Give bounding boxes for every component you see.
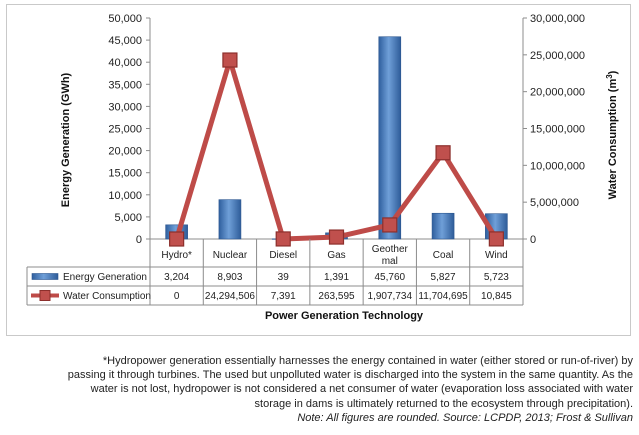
- water-value-cell: 11,704,695: [418, 291, 468, 302]
- x-axis-title: Power Generation Technology: [265, 310, 424, 322]
- water-marker: [275, 231, 291, 247]
- water-marker: [488, 231, 504, 247]
- category-label: Diesel: [269, 250, 297, 261]
- footnote-line: storage in dams is ultimately returned t…: [254, 397, 633, 410]
- energy-value-cell: 5,827: [431, 272, 456, 283]
- y-tick-label: 5,000: [114, 212, 142, 224]
- legend-label-water: Water Consumption: [63, 291, 151, 302]
- footnote-line: *Hydropower generation essentially harne…: [102, 355, 633, 367]
- water-marker: [169, 231, 185, 247]
- energy-value-cell: 5,723: [484, 272, 509, 283]
- y-axis-title: Energy Generation (GWh): [60, 72, 72, 207]
- category-label: Gas: [327, 250, 345, 261]
- footnote-line: water is not lost, hydropower is not con…: [90, 383, 633, 396]
- energy-value-cell: 8,903: [217, 272, 242, 283]
- y-tick-label: 15,000: [108, 168, 142, 180]
- energy-value-cell: 39: [278, 272, 290, 283]
- water-value-cell: 0: [174, 291, 180, 302]
- legend-key-water-marker: [39, 290, 51, 301]
- y-tick-label: 35,000: [108, 79, 142, 91]
- category-label: Coal: [433, 250, 454, 261]
- chart-frame: 0 5,000 10,000 15,000 20,000 25,000 30,000 35,0…: [6, 4, 631, 336]
- footnote-source-note: Note: All figures are rounded. Source: L…: [297, 411, 633, 424]
- water-marker: [222, 52, 238, 68]
- water-value-cell: 24,294,506: [205, 291, 255, 302]
- energy-value-cell: 45,760: [374, 272, 405, 283]
- water-value-cell: 10,845: [481, 291, 512, 302]
- y2-axis-title: Water Consumption (m3): [605, 70, 619, 199]
- y2-axis-title-text: Water Consumption (m: [607, 79, 619, 200]
- category-label: Hydro*: [161, 250, 192, 261]
- energy-bar: [431, 212, 455, 240]
- y-tick-label: 50,000: [108, 13, 142, 25]
- category-label: Wind: [485, 250, 508, 261]
- water-marker: [382, 217, 398, 233]
- footnote-line: passing it through turbines. The used bu…: [67, 369, 633, 382]
- y2-tick-label: 10,000,000: [530, 160, 585, 172]
- category-label: Geother: [372, 244, 409, 255]
- category-label: Nuclear: [213, 250, 248, 261]
- water-value-cell: 7,391: [271, 291, 296, 302]
- y2-tick-label: 30,000,000: [530, 13, 585, 25]
- energy-bar: [378, 36, 402, 240]
- y2-tick-label: 5,000,000: [530, 197, 579, 209]
- y2-axis-title-sup: 3: [605, 74, 614, 79]
- y-tick-label: 10,000: [108, 190, 142, 202]
- y2-axis-title-close: ): [607, 70, 619, 74]
- y-tick-label: 30,000: [108, 101, 142, 113]
- water-value-cell: 263,595: [318, 291, 355, 302]
- combo-chart: 05,00010,00015,00020,00025,00030,00035,0…: [26, 13, 619, 322]
- y2-tick-label: 15,000,000: [530, 124, 585, 136]
- y-tick-label: 25,000: [108, 124, 142, 136]
- water-value-cell: 1,907,734: [368, 291, 413, 302]
- energy-bar: [218, 199, 242, 240]
- legend-label-energy: Energy Generation: [63, 272, 147, 283]
- energy-value-cell: 1,391: [324, 272, 349, 283]
- y-tick-label: 40,000: [108, 57, 142, 69]
- footnote: *Hydropower generation essentially harne…: [6, 354, 633, 425]
- y-tick-label: 45,000: [108, 35, 142, 47]
- energy-value-cell: 3,204: [164, 272, 189, 283]
- y2-tick-label: 0: [530, 234, 536, 246]
- y-tick-label: 20,000: [108, 146, 142, 158]
- water-marker: [435, 145, 451, 161]
- y-tick-label: 0: [136, 234, 142, 246]
- y2-tick-label: 20,000,000: [530, 87, 585, 99]
- legend-key-energy: [31, 273, 59, 280]
- category-label: mal: [382, 256, 398, 267]
- y2-tick-label: 25,000,000: [530, 50, 585, 62]
- water-marker: [328, 229, 345, 245]
